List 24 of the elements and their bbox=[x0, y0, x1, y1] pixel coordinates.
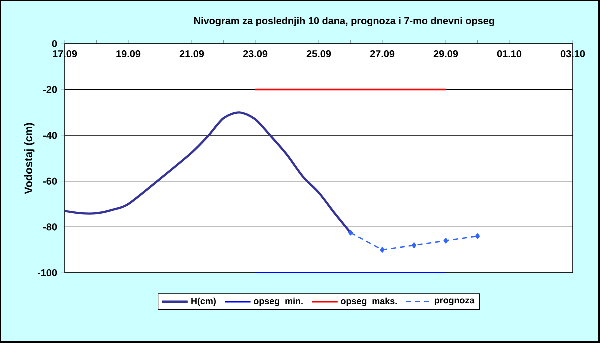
x-tick-label: 23.09 bbox=[243, 50, 268, 58]
y-tick-label: -40 bbox=[43, 132, 58, 140]
point bbox=[444, 238, 448, 244]
point bbox=[475, 234, 480, 240]
x-tick-label: 21.09 bbox=[180, 50, 204, 58]
x-tick-label: 01.10 bbox=[497, 50, 522, 58]
legend-label: H(cm) bbox=[192, 298, 216, 306]
y-tick-label: -80 bbox=[43, 224, 58, 231]
x-tick-label: 19.09 bbox=[116, 50, 141, 58]
legend-label: opseg_min. bbox=[254, 298, 303, 306]
x-tick-label: 27.09 bbox=[370, 50, 395, 58]
y-tick-label: -100 bbox=[38, 269, 58, 277]
legend-label: prognoza bbox=[434, 298, 475, 306]
y-tick-label: 0 bbox=[52, 40, 58, 48]
y-axis-title: Vodostaj (cm) bbox=[24, 123, 35, 194]
y-tick-label: -20 bbox=[43, 86, 58, 94]
point bbox=[380, 247, 385, 253]
x-tick-label: 25.09 bbox=[306, 50, 332, 58]
chart-title: Nivogram za poslednjih 10 dana, prognoza i 7-mo dnevni opseg bbox=[194, 17, 494, 27]
point bbox=[412, 242, 417, 248]
point bbox=[348, 230, 354, 236]
y-tick-label: -60 bbox=[43, 178, 58, 185]
legend-label: opseg_maks. bbox=[341, 298, 397, 306]
x-tick-label: 29.09 bbox=[434, 50, 458, 58]
